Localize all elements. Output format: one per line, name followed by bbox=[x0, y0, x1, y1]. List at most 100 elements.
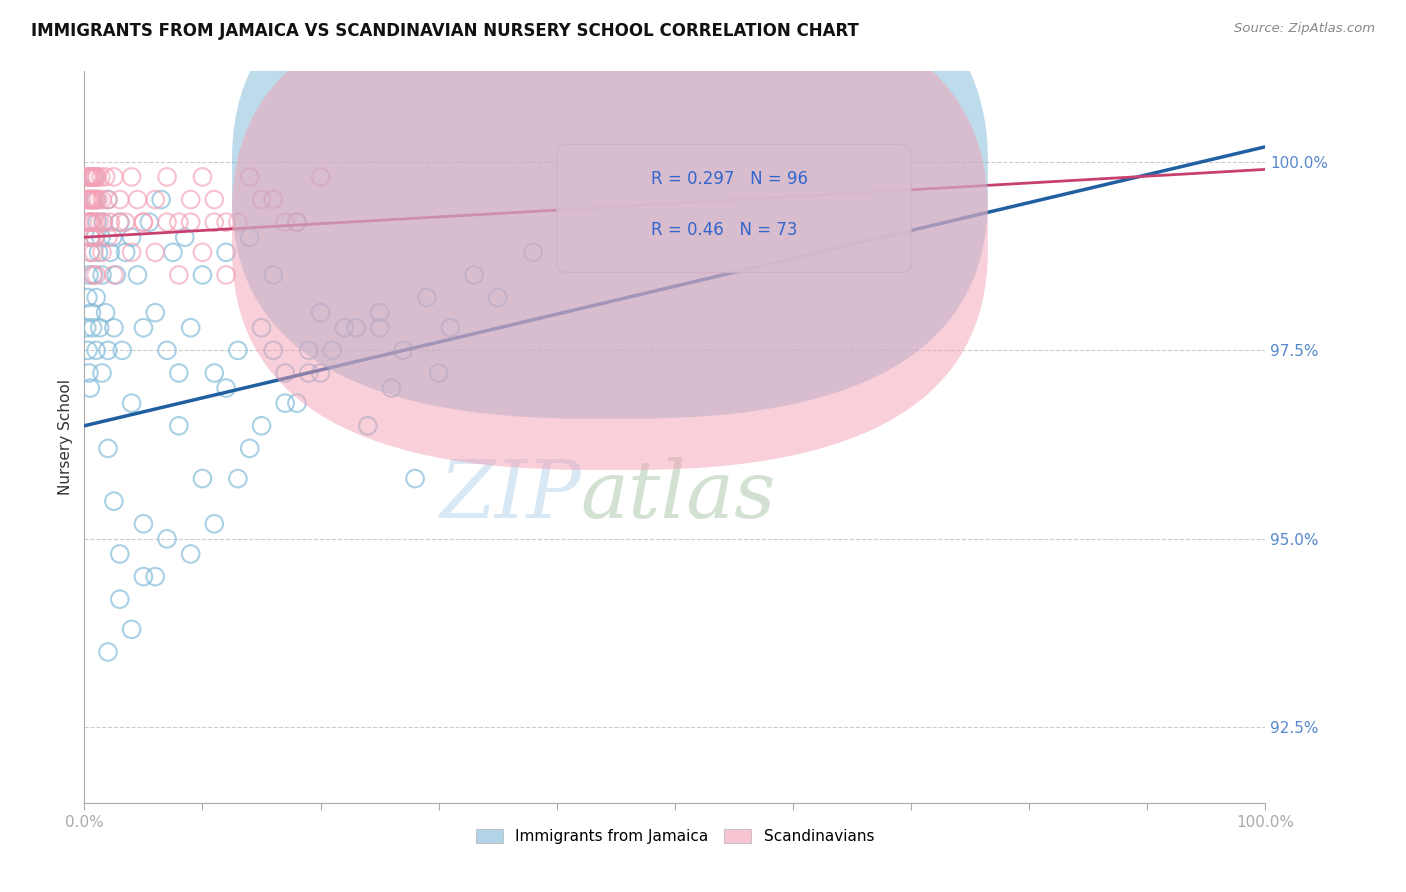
Point bbox=[239, 169, 262, 184]
Point bbox=[167, 366, 190, 380]
Point bbox=[114, 245, 136, 260]
Point bbox=[156, 215, 179, 229]
Point bbox=[98, 215, 121, 229]
Point bbox=[80, 215, 103, 229]
Point bbox=[202, 366, 225, 380]
Point bbox=[215, 215, 238, 229]
Point bbox=[77, 366, 100, 380]
Point bbox=[80, 215, 103, 229]
Point bbox=[82, 169, 104, 184]
Point bbox=[103, 320, 125, 334]
Point bbox=[79, 230, 101, 244]
FancyBboxPatch shape bbox=[557, 145, 911, 273]
Point bbox=[226, 471, 249, 485]
Point bbox=[91, 215, 114, 229]
Point bbox=[79, 193, 101, 207]
Point bbox=[344, 320, 367, 334]
Point bbox=[103, 494, 125, 508]
Point bbox=[392, 343, 415, 358]
Point bbox=[111, 343, 134, 358]
Point bbox=[76, 193, 98, 207]
Point bbox=[101, 230, 124, 244]
Point bbox=[404, 471, 426, 485]
Point bbox=[79, 245, 101, 260]
Point bbox=[167, 215, 190, 229]
Point bbox=[97, 193, 120, 207]
Point bbox=[309, 306, 332, 320]
Point bbox=[132, 516, 155, 531]
Point bbox=[77, 215, 100, 229]
Point bbox=[191, 471, 214, 485]
Point bbox=[262, 343, 284, 358]
Point bbox=[250, 193, 273, 207]
Point bbox=[76, 320, 98, 334]
Point bbox=[274, 215, 297, 229]
Point bbox=[91, 366, 114, 380]
Point bbox=[77, 268, 100, 282]
Point bbox=[285, 215, 308, 229]
Point bbox=[143, 306, 166, 320]
Point bbox=[84, 343, 107, 358]
Point bbox=[298, 366, 321, 380]
Point bbox=[285, 396, 308, 410]
Point bbox=[143, 193, 166, 207]
Point bbox=[90, 230, 112, 244]
Point bbox=[132, 215, 155, 229]
Point bbox=[89, 320, 111, 334]
Point bbox=[202, 193, 225, 207]
Point bbox=[439, 320, 461, 334]
Point bbox=[84, 169, 107, 184]
FancyBboxPatch shape bbox=[232, 0, 988, 419]
Point bbox=[80, 193, 103, 207]
Legend: Immigrants from Jamaica, Scandinavians: Immigrants from Jamaica, Scandinavians bbox=[470, 822, 880, 850]
Point bbox=[274, 366, 297, 380]
Point bbox=[380, 381, 402, 395]
Point bbox=[76, 169, 98, 184]
Point bbox=[105, 268, 128, 282]
Point bbox=[250, 320, 273, 334]
Text: R = 0.297   N = 96: R = 0.297 N = 96 bbox=[651, 169, 808, 188]
Point bbox=[143, 569, 166, 583]
Point bbox=[77, 343, 100, 358]
Point bbox=[80, 306, 103, 320]
Point bbox=[87, 245, 110, 260]
Point bbox=[84, 193, 107, 207]
Point bbox=[132, 569, 155, 583]
Point bbox=[173, 230, 195, 244]
Point bbox=[427, 366, 450, 380]
Text: atlas: atlas bbox=[581, 457, 776, 534]
Point bbox=[84, 230, 107, 244]
Point bbox=[167, 268, 190, 282]
Point bbox=[82, 320, 104, 334]
Point bbox=[84, 193, 107, 207]
Point bbox=[180, 547, 202, 561]
Text: ZIP: ZIP bbox=[439, 457, 581, 534]
Point bbox=[82, 193, 104, 207]
Point bbox=[274, 396, 297, 410]
Point bbox=[127, 193, 149, 207]
Point bbox=[121, 169, 143, 184]
Point bbox=[103, 268, 125, 282]
Point bbox=[77, 169, 100, 184]
Point bbox=[357, 418, 380, 433]
Point bbox=[262, 268, 284, 282]
Point bbox=[150, 193, 173, 207]
Point bbox=[143, 245, 166, 260]
Point bbox=[79, 230, 101, 244]
Point bbox=[77, 291, 100, 305]
Point bbox=[226, 215, 249, 229]
Point bbox=[250, 418, 273, 433]
Point bbox=[368, 320, 391, 334]
Point bbox=[91, 268, 114, 282]
Point bbox=[82, 268, 104, 282]
Point bbox=[486, 291, 509, 305]
Point bbox=[82, 193, 104, 207]
Point bbox=[80, 169, 103, 184]
Point bbox=[108, 547, 131, 561]
Point bbox=[80, 230, 103, 244]
Point bbox=[79, 169, 101, 184]
Point bbox=[83, 245, 105, 260]
Point bbox=[202, 215, 225, 229]
Point bbox=[162, 245, 184, 260]
Point bbox=[94, 306, 117, 320]
